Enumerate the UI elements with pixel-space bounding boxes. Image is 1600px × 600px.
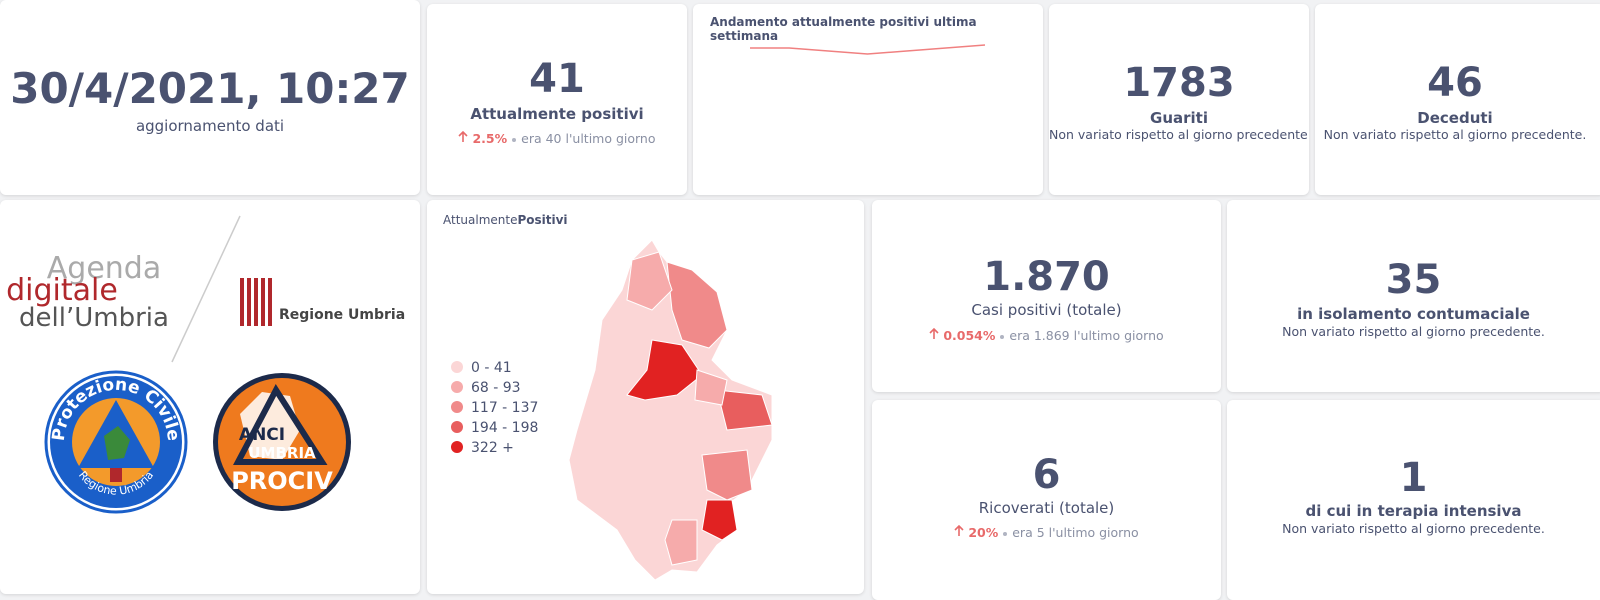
arrow-up bbox=[458, 130, 469, 142]
map-title: AttualmentePositivi bbox=[443, 213, 568, 227]
label: Casi positivi (totale) bbox=[971, 301, 1122, 319]
value: 41 bbox=[529, 56, 585, 102]
change: 20% era 5 l'ultimo giorno bbox=[872, 524, 1221, 541]
logos: Agenda digitale dell’Umbria Regione Umbr… bbox=[6, 215, 405, 514]
label: Deceduti bbox=[1417, 109, 1493, 127]
ricoverati-card: 6 Ricoverati (totale) 20% era 5 l'ultimo … bbox=[872, 400, 1221, 600]
anci-1: ANCI bbox=[239, 425, 285, 445]
pct: 0.054% bbox=[943, 328, 996, 343]
value: 1783 bbox=[1123, 60, 1235, 106]
agenda-2: digitale bbox=[6, 273, 118, 308]
logos-card: Agenda digitale dell’Umbria Regione Umbr… bbox=[0, 200, 420, 594]
legend-label: 68 - 93 bbox=[471, 380, 521, 396]
label: Attualmente positivi bbox=[470, 105, 644, 123]
suffix: l'ultimo giorno bbox=[565, 131, 656, 146]
map-title-1: Attualmente bbox=[443, 213, 518, 227]
note: Non variato rispetto al giorno precedent… bbox=[1323, 127, 1587, 142]
trend-card: Andamento attualmente positivi ultima se… bbox=[693, 4, 1043, 195]
isolamento-card: 35 in isolamento contumaciale Non variat… bbox=[1227, 200, 1600, 392]
label: in isolamento contumaciale bbox=[1297, 305, 1530, 323]
agenda-3: dell’Umbria bbox=[19, 303, 169, 333]
suffix: l'ultimo giorno bbox=[1073, 328, 1164, 343]
legend-swatch bbox=[451, 401, 463, 413]
note: Non variato rispetto al giorno precedent… bbox=[1049, 127, 1309, 142]
map: 0 - 41 68 - 93 117 - 137 194 - 198 322 + bbox=[451, 239, 773, 581]
value: 1.870 bbox=[983, 254, 1110, 300]
value: 6 bbox=[1032, 452, 1061, 498]
note: Non variato rispetto al giorno precedent… bbox=[1282, 521, 1545, 536]
change: 0.054% era 1.869 l'ultimo giorno bbox=[872, 327, 1221, 344]
positivi-card: 41 Attualmente positivi 2.5% era 40 l'ult… bbox=[427, 4, 687, 195]
pct: 20% bbox=[968, 525, 999, 540]
prev: era 40 bbox=[521, 131, 562, 146]
arrow-up bbox=[954, 524, 964, 536]
legend-swatch bbox=[451, 361, 463, 373]
regione-umbria: Regione Umbria bbox=[279, 307, 405, 323]
anci-2: UMBRIA bbox=[248, 444, 316, 462]
label: Ricoverati (totale) bbox=[978, 499, 1115, 517]
trend-line bbox=[750, 44, 986, 55]
update-datetime: 30/4/2021, 10:27 bbox=[10, 64, 410, 113]
arrow-up bbox=[929, 327, 939, 339]
legend-swatch bbox=[451, 421, 463, 433]
legend-label: 0 - 41 bbox=[471, 360, 512, 376]
map-title-2: Positivi bbox=[517, 213, 568, 227]
agenda-1: Agenda bbox=[47, 251, 161, 286]
value: 46 bbox=[1427, 60, 1483, 106]
legend-label: 322 + bbox=[471, 440, 514, 456]
label: di cui in terapia intensiva bbox=[1305, 502, 1522, 520]
legend-label: 194 - 198 bbox=[471, 420, 538, 436]
legend-label: 117 - 137 bbox=[471, 400, 538, 416]
legend-swatch bbox=[451, 381, 463, 393]
note: Non variato rispetto al giorno precedent… bbox=[1282, 324, 1545, 339]
label: Guariti bbox=[1150, 109, 1208, 127]
change: 2.5% era 40 l'ultimo giorno bbox=[427, 130, 687, 147]
update-card: 30/4/2021, 10:27 aggiornamento dati bbox=[0, 0, 420, 195]
prev: era 1.869 bbox=[1009, 328, 1070, 343]
trend-title: Andamento attualmente positivi ultima se… bbox=[710, 15, 977, 43]
value: 35 bbox=[1385, 257, 1442, 303]
anci-3: PROCIV bbox=[231, 467, 333, 495]
update-label: aggiornamento dati bbox=[135, 117, 285, 135]
legend-swatch bbox=[451, 441, 463, 453]
suffix: l'ultimo giorno bbox=[1048, 525, 1139, 540]
value: 1 bbox=[1399, 455, 1428, 501]
map-card: AttualmentePositivi 0 - 41 68 - 93 117 - 1… bbox=[427, 200, 864, 594]
sparkline bbox=[750, 44, 986, 55]
pct: 2.5% bbox=[472, 131, 508, 146]
prev: era 5 bbox=[1012, 525, 1045, 540]
casi-card: 1.870 Casi positivi (totale) 0.054% era 1… bbox=[872, 200, 1221, 392]
guariti-card: 1783 Guariti Non variato rispetto al gio… bbox=[1049, 4, 1309, 195]
terapia-card: 1 di cui in terapia intensiva Non variat… bbox=[1227, 400, 1600, 600]
deceduti-card: 46 Deceduti Non variato rispetto al gior… bbox=[1315, 4, 1600, 195]
